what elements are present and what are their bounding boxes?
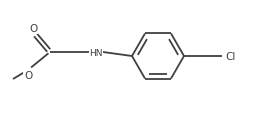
Text: HN: HN <box>89 48 103 57</box>
Text: O: O <box>24 70 32 80</box>
Text: O: O <box>29 24 37 34</box>
Text: Cl: Cl <box>226 52 236 61</box>
